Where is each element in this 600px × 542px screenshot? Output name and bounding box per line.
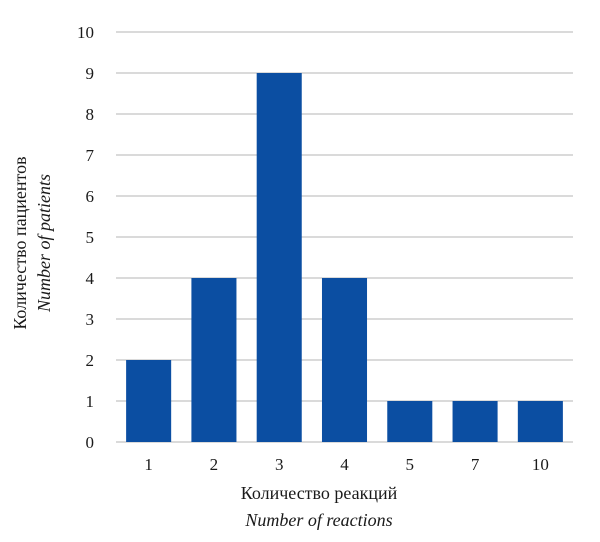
y-tick-label: 9	[86, 64, 95, 83]
bar-7	[452, 401, 498, 442]
y-tick-label: 4	[86, 269, 95, 288]
bar-2	[191, 278, 237, 442]
x-axis-title: Количество реакций	[241, 483, 398, 503]
y-tick-label: 8	[86, 105, 95, 124]
bar-4	[321, 278, 368, 442]
y-axis-title-english: Number of patients	[34, 174, 54, 313]
x-tick-label: 5	[406, 455, 415, 474]
bars	[126, 73, 563, 442]
bar-1	[126, 360, 172, 442]
y-axis-ticks: 0 1 2 3 4 5 6 7 8 9 10	[77, 23, 95, 452]
bar-3	[256, 73, 302, 442]
x-axis-ticks: 1 2 3 4 5 7 10	[144, 455, 548, 474]
y-tick-label: 7	[86, 146, 95, 165]
x-tick-label: 7	[471, 455, 480, 474]
x-axis-title-english: Number of reactions	[244, 510, 392, 530]
y-tick-label: 0	[86, 433, 95, 452]
y-tick-label: 1	[86, 392, 95, 411]
y-tick-label: 6	[86, 187, 95, 206]
x-tick-label: 4	[340, 455, 349, 474]
x-tick-label: 10	[532, 455, 549, 474]
x-tick-label: 2	[210, 455, 219, 474]
y-tick-label: 5	[86, 228, 95, 247]
bar-5	[387, 401, 433, 442]
x-tick-label: 1	[144, 455, 153, 474]
bar-10	[517, 401, 563, 442]
y-axis-title: Количество пациентов	[10, 156, 30, 329]
x-tick-label: 3	[275, 455, 284, 474]
y-tick-label: 2	[86, 351, 95, 370]
y-tick-label: 10	[77, 23, 94, 42]
y-tick-label: 3	[86, 310, 95, 329]
